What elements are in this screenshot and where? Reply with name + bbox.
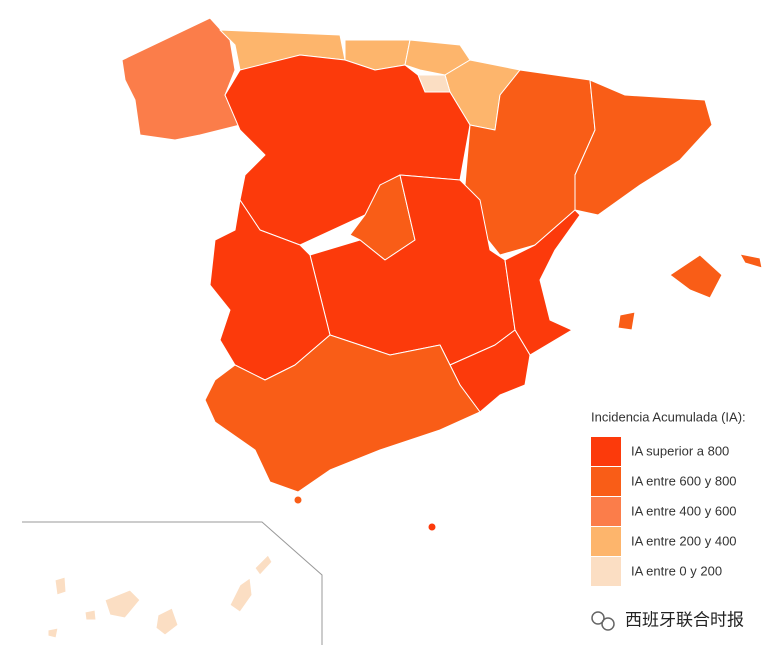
legend-label: IA entre 600 y 800	[631, 473, 737, 488]
region	[617, 311, 636, 331]
region	[293, 495, 303, 505]
legend-swatch	[591, 497, 621, 526]
region	[427, 522, 437, 532]
canarias-frame	[22, 521, 323, 645]
regions	[47, 17, 763, 639]
region	[254, 554, 273, 576]
legend-swatch	[591, 557, 621, 586]
region	[229, 577, 253, 613]
region	[204, 334, 481, 493]
watermark-icon	[591, 611, 615, 631]
legend-label: IA entre 200 y 400	[631, 533, 737, 548]
region	[155, 607, 179, 636]
region	[504, 209, 581, 356]
legend-title: Incidencia Acumulada (IA):	[591, 409, 746, 424]
legend-label: IA superior a 800	[631, 443, 729, 458]
region	[47, 627, 59, 639]
region	[574, 79, 713, 216]
region	[669, 254, 723, 299]
region	[54, 576, 67, 596]
region	[84, 609, 97, 621]
legend-swatch	[591, 527, 621, 556]
watermark: 西班牙联合时报	[625, 610, 744, 629]
legend-label: IA entre 0 y 200	[631, 563, 722, 578]
region	[739, 253, 763, 269]
legend-label: IA entre 400 y 600	[631, 503, 737, 518]
region	[104, 589, 141, 619]
region	[121, 17, 241, 141]
legend: IA superior a 800 IA entre 600 y 800 IA en…	[591, 437, 737, 586]
legend-swatch	[591, 437, 621, 466]
legend-swatch	[591, 467, 621, 496]
